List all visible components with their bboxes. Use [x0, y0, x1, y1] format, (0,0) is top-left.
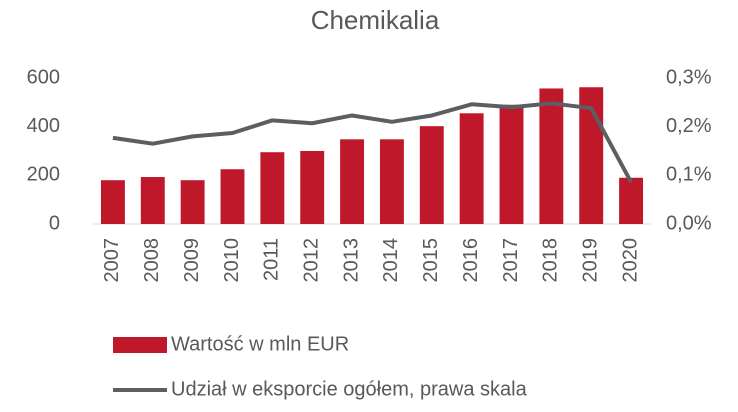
- bar: [539, 88, 564, 224]
- legend-label: Wartość w mln EUR: [171, 333, 349, 355]
- bar: [260, 152, 285, 224]
- x-tick-label: 2012: [300, 238, 322, 283]
- y2-tick-label: 0,3%: [666, 66, 712, 88]
- y-tick-label: 0: [49, 212, 60, 234]
- x-tick-label: 2015: [420, 238, 442, 283]
- legend-label: Udział w eksporcie ogółem, prawa skala: [171, 378, 528, 400]
- x-tick-label: 2014: [380, 238, 402, 283]
- x-tick-label: 2016: [460, 238, 482, 283]
- x-tick-label: 2020: [619, 238, 641, 283]
- bar: [619, 177, 644, 224]
- bar: [459, 113, 484, 224]
- bar: [340, 139, 365, 224]
- bar: [220, 169, 245, 224]
- bar: [100, 180, 125, 224]
- y-tick-label: 200: [27, 164, 60, 186]
- chart-title: Chemikalia: [311, 5, 440, 35]
- bar: [419, 126, 444, 224]
- bar: [300, 151, 325, 224]
- x-tick-label: 2010: [221, 238, 243, 283]
- legend-swatch: [113, 337, 167, 353]
- y-tick-label: 600: [27, 66, 60, 88]
- x-tick-label: 2008: [141, 238, 163, 283]
- x-tick-label: 2007: [101, 238, 123, 283]
- x-tick-label: 2018: [540, 238, 562, 283]
- bar: [379, 139, 404, 224]
- x-tick-label: 2019: [579, 238, 601, 283]
- x-tick-label: 2009: [181, 238, 203, 283]
- y2-tick-label: 0,0%: [666, 212, 712, 234]
- bar: [499, 104, 524, 224]
- bar: [140, 177, 165, 224]
- x-tick-label: 2013: [340, 238, 362, 283]
- y2-tick-label: 0,2%: [666, 115, 712, 137]
- line: [112, 101, 633, 184]
- x-tick-label: 2011: [261, 238, 283, 281]
- y-tick-label: 400: [27, 115, 60, 137]
- bar: [180, 180, 205, 224]
- x-tick-label: 2017: [500, 238, 522, 283]
- y2-tick-label: 0,1%: [666, 164, 712, 186]
